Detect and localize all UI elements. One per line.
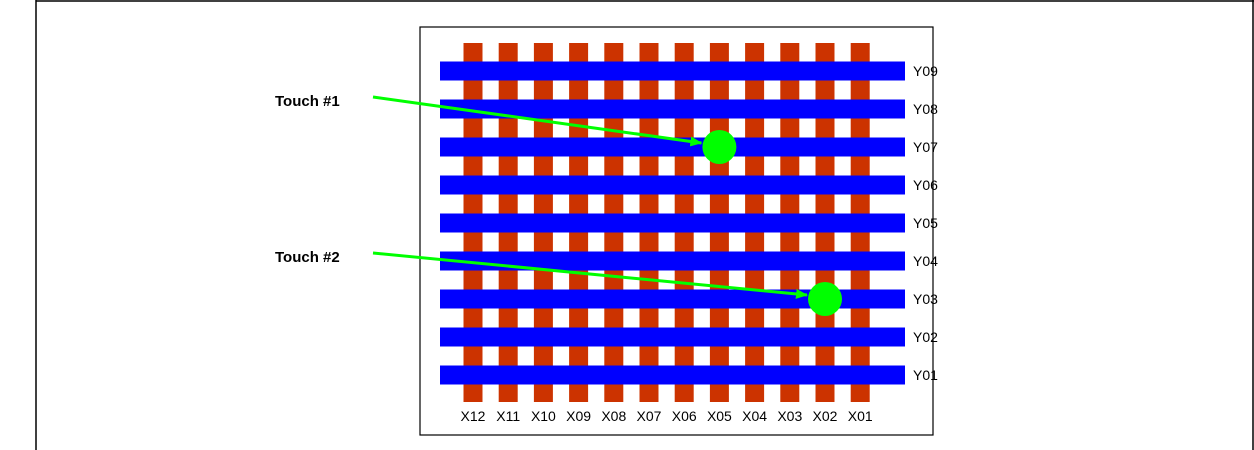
touch-1-arrow <box>372 95 703 147</box>
touch-points: Touch #1 Touch #2 <box>275 93 842 316</box>
row-label-y07: Y07 <box>913 139 938 155</box>
column-labels: X12 X11 X10 X09 X08 X07 X06 X05 X04 X03 X02 X01 <box>461 408 873 424</box>
column-label-x10: X10 <box>531 408 556 424</box>
row-electrode-y04 <box>440 251 905 271</box>
row-electrode-y09 <box>440 61 905 81</box>
touch-2-arrow <box>372 251 808 299</box>
touch-1-point <box>702 130 737 164</box>
row-electrode-y01 <box>440 365 905 385</box>
column-label-x09: X09 <box>566 408 591 424</box>
row-label-y03: Y03 <box>913 291 938 307</box>
column-label-x01: X01 <box>848 408 873 424</box>
row-electrode-y06 <box>440 175 905 195</box>
row-label-y08: Y08 <box>913 101 938 117</box>
column-label-x02: X02 <box>813 408 838 424</box>
row-label-y02: Y02 <box>913 329 938 345</box>
row-label-y09: Y09 <box>913 63 938 79</box>
row-electrode-y07 <box>440 137 905 157</box>
row-electrodes <box>440 61 905 385</box>
row-electrode-y05 <box>440 213 905 233</box>
column-label-x12: X12 <box>461 408 486 424</box>
column-label-x06: X06 <box>672 408 697 424</box>
column-label-x03: X03 <box>777 408 802 424</box>
column-label-x07: X07 <box>637 408 662 424</box>
row-label-y05: Y05 <box>913 215 938 231</box>
column-label-x11: X11 <box>496 408 520 424</box>
column-label-x08: X08 <box>601 408 626 424</box>
row-label-y01: Y01 <box>913 367 938 383</box>
touch-1-label: Touch #1 <box>275 93 340 110</box>
column-label-x04: X04 <box>742 408 767 424</box>
touch-2-point <box>808 282 842 316</box>
touch-2-label: Touch #2 <box>275 249 340 266</box>
row-label-y06: Y06 <box>913 177 938 193</box>
row-electrode-y08 <box>440 99 905 119</box>
row-labels: Y09 Y08 Y07 Y06 Y05 Y04 Y03 Y02 Y01 <box>913 63 938 383</box>
row-electrode-y02 <box>440 327 905 347</box>
row-label-y04: Y04 <box>913 253 938 269</box>
column-label-x05: X05 <box>707 408 732 424</box>
